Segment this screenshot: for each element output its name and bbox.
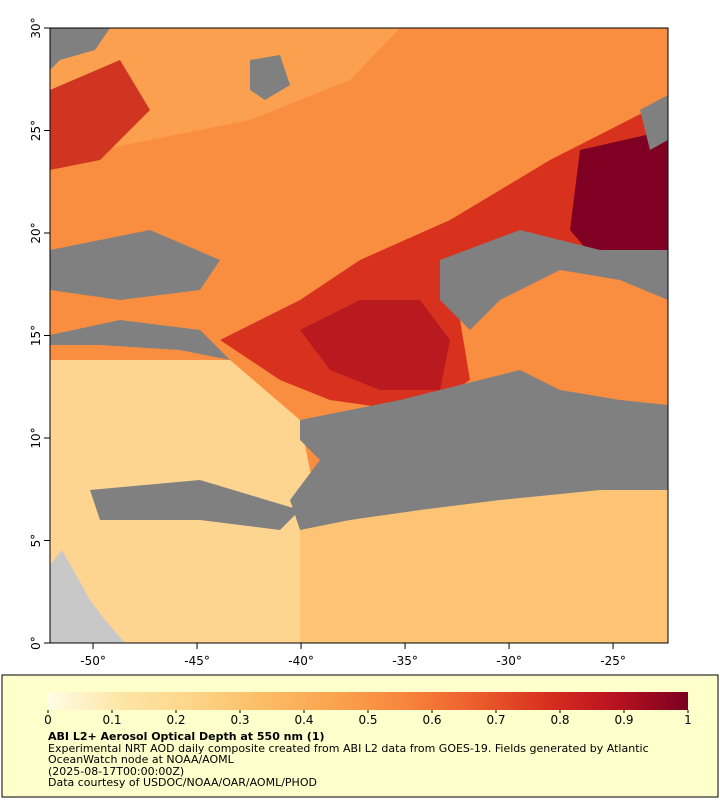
legend-title: ABI L2+ Aerosol Optical Depth at 550 nm … (48, 730, 325, 743)
x-tick-label: -30° (496, 654, 522, 668)
y-tick-label: 30° (29, 17, 43, 38)
y-tick-label: 25° (29, 120, 43, 141)
y-tick-label: 20° (29, 222, 43, 243)
x-tick-label: -40° (288, 654, 314, 668)
colorbar-tick-label: 0.3 (230, 713, 249, 727)
colorbar-tick-label: 0 (44, 713, 52, 727)
colorbar-tick-label: 1 (684, 713, 692, 727)
colorbar-tick-label: 0.6 (422, 713, 441, 727)
map-image (50, 28, 668, 643)
legend-description: Experimental NRT AOD daily composite cre… (48, 741, 649, 766)
colorbar-tick-label: 0.9 (614, 713, 633, 727)
legend-text: ABI L2+ Aerosol Optical Depth at 550 nm … (48, 731, 688, 789)
y-tick-label: 0° (29, 636, 43, 650)
colorbar-tick-label: 0.1 (102, 713, 121, 727)
y-tick-label: 5° (29, 534, 43, 548)
colorbar-tick-label: 0.4 (294, 713, 313, 727)
x-tick-label: -45° (184, 654, 210, 668)
y-tick-label: 10° (29, 427, 43, 448)
colorbar-tick-label: 0.7 (486, 713, 505, 727)
x-tick-label: -50° (80, 654, 106, 668)
legend-credit: Data courtesy of USDOC/NOAA/OAR/AOML/PHO… (48, 776, 317, 789)
colorbar-tick-label: 0.2 (166, 713, 185, 727)
y-tick-label: 15° (29, 325, 43, 346)
colorbar (48, 692, 688, 710)
colorbar-tick-label: 0.8 (550, 713, 569, 727)
colorbar-tick-label: 0.5 (358, 713, 377, 727)
x-tick-label: -25° (600, 654, 626, 668)
legend-time: (2025-08-17T00:00:00Z) (48, 764, 185, 778)
x-tick-label: -35° (392, 654, 418, 668)
